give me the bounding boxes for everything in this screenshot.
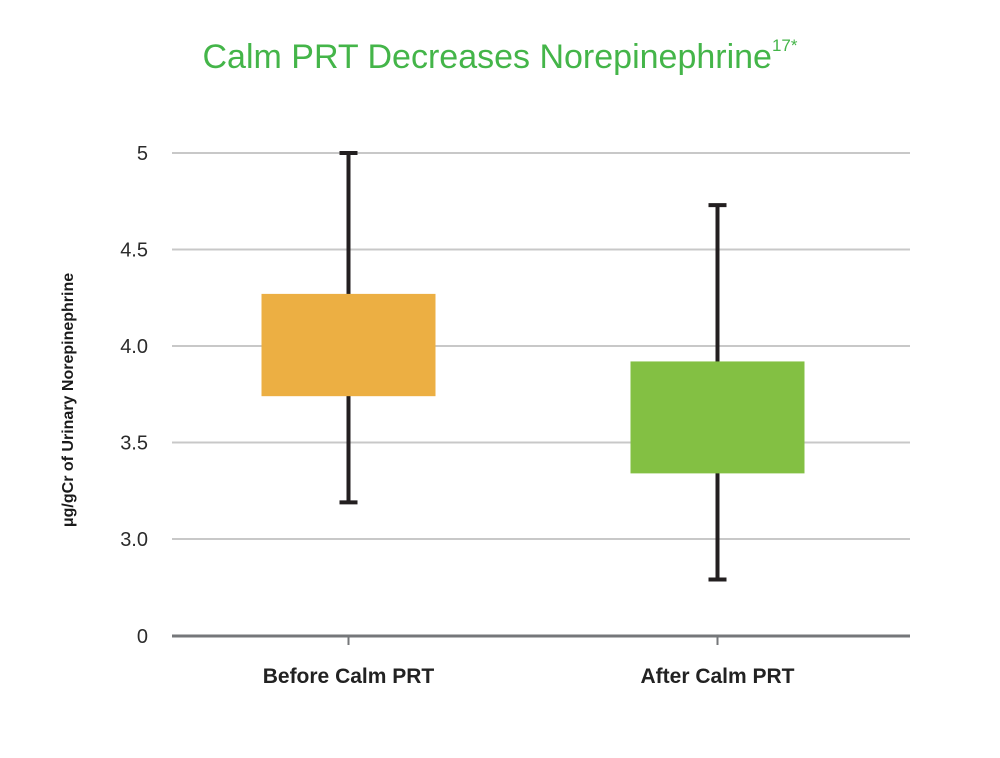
chart-title: Calm PRT Decreases Norepinephrine17* xyxy=(0,36,1000,77)
boxes xyxy=(261,151,805,582)
y-tick-label: 3.5 xyxy=(120,433,148,455)
y-tick-label: 3.0 xyxy=(120,529,148,551)
iqr-box xyxy=(261,293,436,397)
y-tick-label: 0 xyxy=(137,626,148,648)
y-tick-label: 4.0 xyxy=(120,336,148,358)
box-plot-2 xyxy=(630,203,805,582)
chart-title-superscript: 17* xyxy=(771,36,798,55)
chart-title-text: Calm PRT Decreases Norepinephrine xyxy=(202,38,772,76)
y-tick-labels: 0 3.0 3.5 4.0 4.5 5 xyxy=(120,143,148,648)
y-axis-label: μg/gCr of Urinary Norepinephrine xyxy=(60,273,77,527)
x-axis xyxy=(172,634,910,645)
category-label: After Calm PRT xyxy=(640,665,794,688)
y-tick-label: 4.5 xyxy=(120,240,148,262)
category-labels: Before Calm PRT After Calm PRT xyxy=(263,665,795,688)
box-plot-1 xyxy=(261,151,436,505)
y-tick-label: 5 xyxy=(137,143,148,165)
iqr-box xyxy=(630,361,805,474)
category-label: Before Calm PRT xyxy=(263,665,435,688)
